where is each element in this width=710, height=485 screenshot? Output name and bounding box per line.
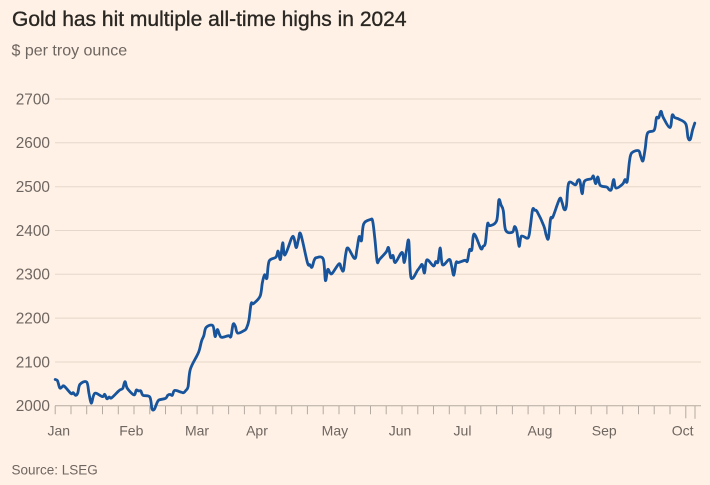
svg-text:Gold has hit multiple all-time: Gold has hit multiple all-time highs in …	[12, 8, 407, 31]
svg-text:$ per troy ounce: $ per troy ounce	[12, 43, 128, 60]
svg-text:Feb: Feb	[119, 423, 143, 439]
svg-text:2300: 2300	[16, 267, 50, 284]
svg-text:Jun: Jun	[389, 423, 412, 439]
svg-text:2500: 2500	[16, 179, 50, 196]
svg-text:Aug: Aug	[528, 423, 553, 439]
svg-text:2200: 2200	[16, 311, 50, 328]
svg-text:2000: 2000	[16, 398, 50, 415]
svg-text:Source: LSEG: Source: LSEG	[12, 463, 98, 478]
svg-text:Apr: Apr	[246, 423, 268, 439]
svg-text:Jan: Jan	[48, 423, 71, 439]
svg-text:2600: 2600	[16, 135, 50, 152]
svg-text:2700: 2700	[16, 91, 50, 108]
svg-text:Sep: Sep	[592, 423, 617, 439]
svg-text:Jul: Jul	[454, 423, 472, 439]
svg-text:2100: 2100	[16, 354, 50, 371]
svg-text:Mar: Mar	[185, 423, 209, 439]
svg-text:Oct: Oct	[672, 423, 694, 439]
svg-text:2400: 2400	[16, 223, 50, 240]
svg-text:May: May	[322, 423, 348, 439]
